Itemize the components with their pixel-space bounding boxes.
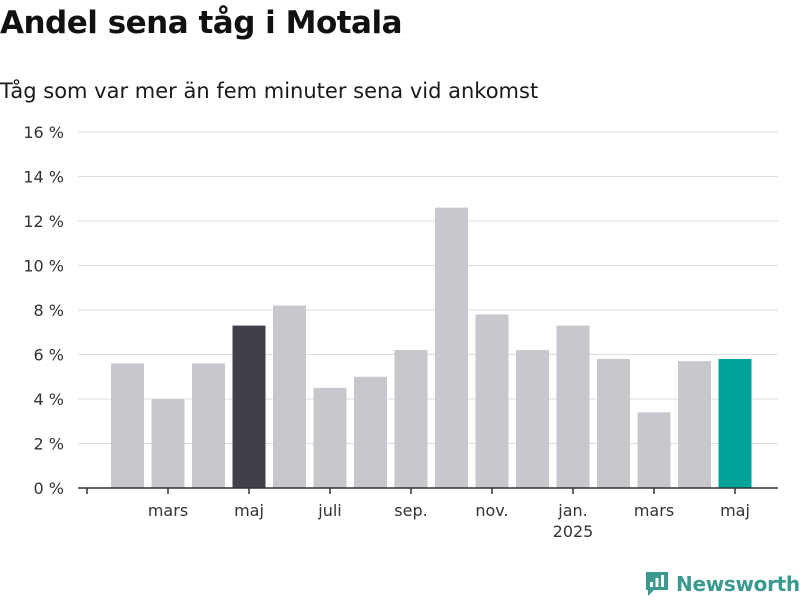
bar-2024-07 — [313, 387, 347, 488]
bar-2024-03 — [151, 399, 185, 488]
x-tick-label: mars — [148, 501, 188, 520]
bar-2024-02 — [111, 363, 144, 488]
grid-lines — [78, 131, 778, 444]
bar-2024-09 — [394, 350, 428, 488]
bar-2024-11 — [475, 314, 509, 488]
x-tick-label: juli — [317, 501, 341, 520]
y-tick-label: 0 % — [34, 479, 64, 498]
y-tick-label: 6 % — [34, 346, 64, 365]
bar-2024-10 — [435, 207, 468, 488]
bar-2025-02 — [597, 358, 630, 488]
y-tick-label: 12 % — [23, 212, 64, 231]
y-tick-label: 8 % — [34, 301, 64, 320]
x-tick-label: maj — [720, 501, 750, 520]
bar-2025-04 — [678, 361, 711, 488]
bar-2025-03 — [637, 412, 671, 488]
bar-2025-05 — [718, 358, 752, 488]
y-tick-label: 4 % — [34, 390, 64, 409]
x-tick-label: maj — [234, 501, 264, 520]
bar-2025-01 — [556, 325, 590, 488]
x-tick-label: sep. — [394, 501, 427, 520]
bar-2024-06 — [273, 305, 306, 488]
x-tick-label: nov. — [475, 501, 508, 520]
bars — [111, 207, 752, 488]
x-axis — [78, 487, 778, 494]
x-tick-label: mars — [634, 501, 674, 520]
y-tick-label: 16 % — [23, 123, 64, 142]
y-axis-tick-labels: 0 % 2 % 4 % 6 % 8 % 10 % 12 % 14 % 16 % — [23, 123, 64, 498]
y-tick-label: 10 % — [23, 257, 64, 276]
newsworthy-logo-text: Newsworthy — [676, 572, 800, 596]
x-tick-sublabel: 2025 — [553, 522, 594, 541]
bar-2024-05 — [232, 325, 266, 488]
bar-2024-12 — [516, 350, 549, 488]
newsworthy-logo-icon — [646, 572, 668, 596]
bar-2024-04 — [192, 363, 225, 488]
bar-2024-08 — [354, 376, 387, 488]
y-tick-label: 2 % — [34, 435, 64, 454]
x-tick-label: jan. — [557, 501, 587, 520]
newsworthy-logo: Newsworthy — [644, 570, 800, 598]
x-axis-tick-labels: mars maj juli sep. nov. jan. 2025 mars maj — [148, 501, 750, 541]
chart-title: Andel sena tåg i Motala — [0, 5, 403, 41]
chart-subtitle: Tåg som var mer än fem minuter sena vid … — [0, 79, 539, 103]
y-tick-label: 14 % — [23, 168, 64, 187]
